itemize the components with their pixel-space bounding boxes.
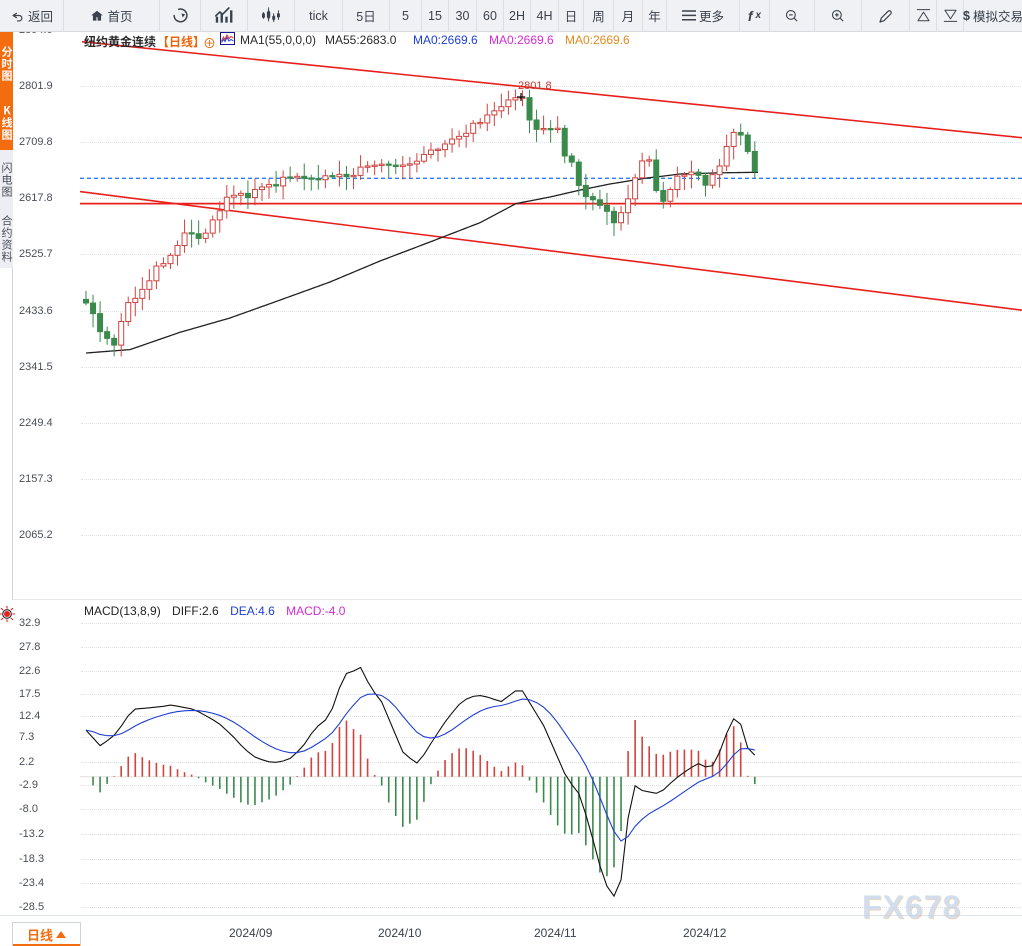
svg-text:2801.8: 2801.8 bbox=[518, 80, 552, 92]
